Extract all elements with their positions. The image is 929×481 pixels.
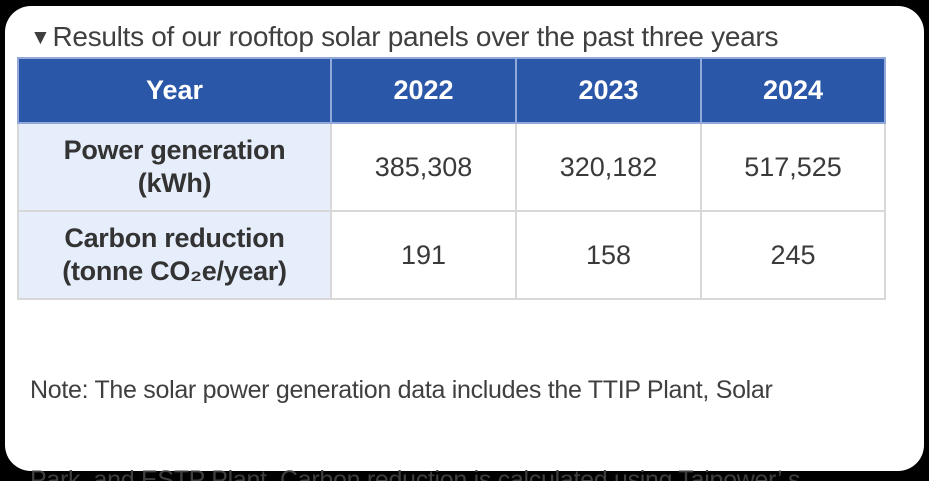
figure-title-text: Results of our rooftop solar panels over… — [52, 21, 779, 52]
table-row-power-generation: Power generation (kWh) 385,308 320,182 5… — [17, 122, 886, 212]
row-label-power-generation: Power generation (kWh) — [17, 122, 332, 212]
row-label-line1: Carbon reduction — [64, 223, 285, 253]
table-header-row: Year 2022 2023 2024 — [17, 57, 886, 124]
header-cell-2023: 2023 — [515, 57, 702, 124]
results-table: Year 2022 2023 2024 Power generation (kW… — [17, 57, 886, 300]
row-label-carbon-reduction: Carbon reduction (tonne CO₂e/year) — [17, 210, 332, 300]
cell-carbon-2024: 245 — [700, 210, 886, 300]
figure-title: ▼Results of our rooftop solar panels ove… — [30, 21, 778, 53]
cell-carbon-2023: 158 — [515, 210, 702, 300]
note-line: Note: The solar power generation data in… — [30, 376, 773, 404]
note-text: Note: The solar power generation data in… — [30, 315, 800, 481]
cell-power-2024: 517,525 — [700, 122, 886, 212]
triangle-marker-icon: ▼ — [30, 26, 51, 49]
note-line: Park, and ESTP Plant. Carbon reduction i… — [30, 466, 801, 481]
header-cell-year: Year — [17, 57, 332, 124]
cell-power-2022: 385,308 — [330, 122, 517, 212]
row-label-line2: (tonne CO₂e/year) — [62, 256, 287, 286]
cell-power-2023: 320,182 — [515, 122, 702, 212]
table-row-carbon-reduction: Carbon reduction (tonne CO₂e/year) 191 1… — [17, 210, 886, 300]
row-label-line1: Power generation — [63, 135, 286, 165]
row-label-line2: (kWh) — [137, 168, 212, 198]
header-cell-2022: 2022 — [330, 57, 517, 124]
content-panel: ▼Results of our rooftop solar panels ove… — [5, 6, 924, 481]
header-cell-2024: 2024 — [700, 57, 886, 124]
cell-carbon-2022: 191 — [330, 210, 517, 300]
